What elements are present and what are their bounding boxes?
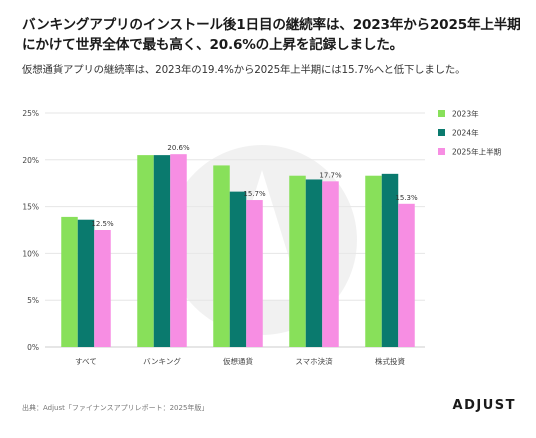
y-tick-label: 20% xyxy=(22,156,39,165)
bar xyxy=(61,216,78,347)
bar xyxy=(137,155,154,347)
bar xyxy=(365,175,382,347)
bar xyxy=(94,230,111,347)
y-tick-label: 15% xyxy=(22,203,39,212)
data-label: 12.5% xyxy=(91,220,114,228)
bar xyxy=(229,191,247,347)
chart-subtitle: 仮想通貨アプリの継続率は、2023年の19.4%から2025年上半期には15.7… xyxy=(22,64,466,76)
adjust-logo: ADJUST xyxy=(452,398,516,413)
y-tick-label: 10% xyxy=(22,249,39,258)
legend-label: 2024年 xyxy=(452,128,479,138)
data-label: 15.3% xyxy=(395,194,418,202)
y-tick-label: 5% xyxy=(27,296,39,305)
bar xyxy=(213,165,230,347)
data-label: 17.7% xyxy=(319,171,342,179)
bar xyxy=(381,173,399,347)
bar xyxy=(153,155,171,347)
data-label: 20.6% xyxy=(167,144,190,152)
bar xyxy=(246,200,263,347)
y-tick-label: 0% xyxy=(27,343,39,352)
bar xyxy=(322,181,339,347)
bar xyxy=(398,203,415,347)
x-category-label: スマホ決済 xyxy=(295,356,333,366)
x-category-label: すべて xyxy=(75,357,97,366)
chart-title: バンキングアプリのインストール後1日目の継続率は、2023年から2025年上半期… xyxy=(22,17,521,53)
legend-swatch xyxy=(438,110,445,117)
bar xyxy=(170,154,187,347)
x-category-label: 株式投資 xyxy=(375,356,405,366)
source-note: 出典：Adjust「ファイナンスアプリレポート：2025年版」 xyxy=(22,404,209,412)
x-category-label: 仮想通貨 xyxy=(223,356,253,366)
x-category-label: バンキング xyxy=(143,356,181,366)
legend-label: 2023年 xyxy=(452,109,479,119)
bar xyxy=(77,219,95,347)
legend-swatch xyxy=(438,129,445,136)
y-tick-label: 25% xyxy=(22,109,39,118)
data-label: 15.7% xyxy=(243,190,266,198)
legend-label: 2025年上半期 xyxy=(452,147,501,157)
bar xyxy=(305,179,323,347)
bar xyxy=(289,175,306,347)
legend-swatch xyxy=(438,148,445,155)
